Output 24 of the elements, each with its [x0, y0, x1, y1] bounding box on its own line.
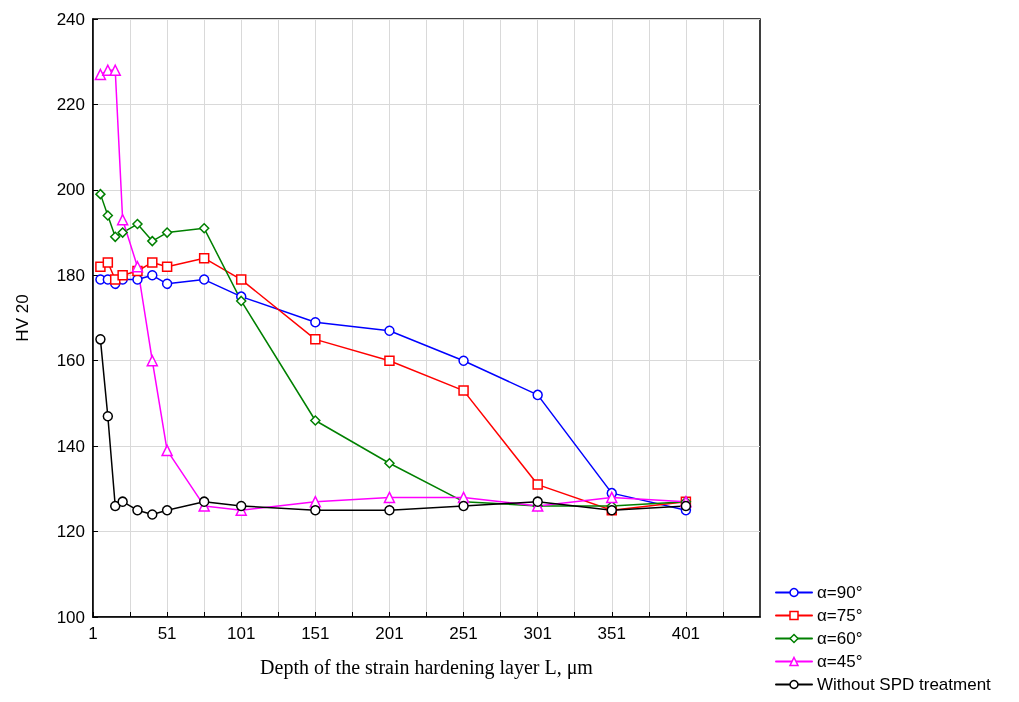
legend-label: α=45°: [817, 652, 863, 671]
x-tick-label: 101: [227, 624, 256, 643]
x-tick-label: 251: [449, 624, 478, 643]
legend-label: α=75°: [817, 606, 863, 625]
x-tick-label: 351: [597, 624, 626, 643]
x-tick-label: 201: [375, 624, 404, 643]
y-tick-label: 200: [56, 180, 85, 200]
y-tick-label: 240: [56, 9, 85, 29]
x-tick-label: 301: [523, 624, 552, 643]
x-tick-label: 1: [88, 624, 98, 643]
y-tick-label: 120: [56, 522, 85, 542]
y-tick-label: 220: [56, 94, 85, 114]
x-tick-label: 401: [671, 624, 701, 643]
legend-label: α=90°: [817, 583, 863, 602]
x-tick-label: 151: [301, 624, 330, 643]
x-axis-title: Depth of the strain hardening layer L, μm: [260, 656, 594, 679]
legend-label: Without SPD treatment: [817, 675, 992, 694]
y-axis-title: HV 20: [13, 294, 32, 342]
y-tick-label: 100: [56, 607, 85, 627]
y-tick-label: 140: [56, 436, 85, 456]
y-tick-label: 160: [56, 351, 85, 371]
legend-label: α=60°: [817, 629, 863, 648]
y-tick-label: 180: [56, 265, 85, 285]
x-tick-label: 51: [157, 624, 177, 643]
